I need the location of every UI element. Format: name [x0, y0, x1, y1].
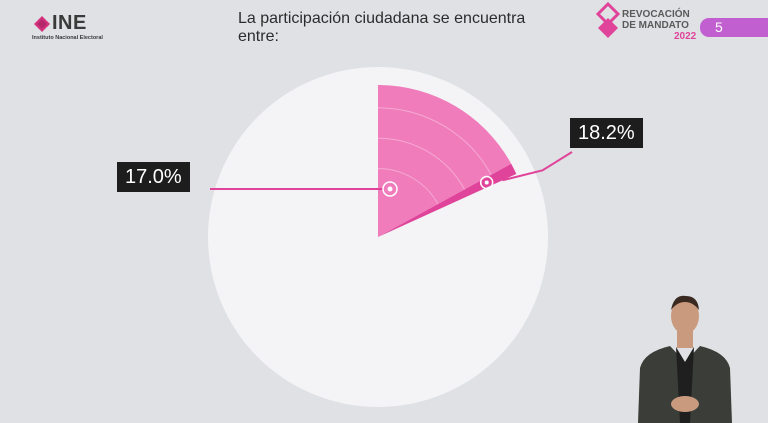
revocacion-year: 2022: [674, 31, 697, 42]
pie-arc-3: [377, 107, 492, 175]
pie-slice-range: [378, 163, 517, 237]
revocacion-logo-icon: [596, 2, 621, 38]
revocacion-line2: DE MANDATO: [622, 20, 689, 31]
page-number-badge: 5: [700, 18, 768, 37]
revocacion-logo: REVOCACIÓN DE MANDATO 2022: [596, 2, 696, 42]
ine-logo-icon: [34, 16, 50, 32]
ine-logo-text: INE: [52, 12, 87, 34]
sign-language-interpreter: [638, 295, 732, 423]
revocacion-logo-text: REVOCACIÓN DE MANDATO: [622, 9, 690, 31]
pie-slice-arcs: [377, 107, 492, 205]
ine-logo-subtitle: Instituto Nacional Electoral: [32, 35, 103, 41]
marker-low: [382, 181, 398, 197]
pie-arc-1: [377, 168, 439, 205]
pie-arc-2: [377, 137, 466, 190]
marker-high: [479, 175, 494, 190]
leader-line-high: [502, 151, 573, 182]
pie-slice-low: [378, 85, 512, 237]
chart-title: La participación ciudadana se encuentra …: [238, 10, 526, 45]
data-label-high: 18.2%: [570, 118, 643, 148]
data-label-low: 17.0%: [117, 162, 190, 192]
ine-logo: INE Instituto Nacional Electoral: [30, 12, 130, 46]
revocacion-line1: REVOCACIÓN: [622, 9, 690, 20]
